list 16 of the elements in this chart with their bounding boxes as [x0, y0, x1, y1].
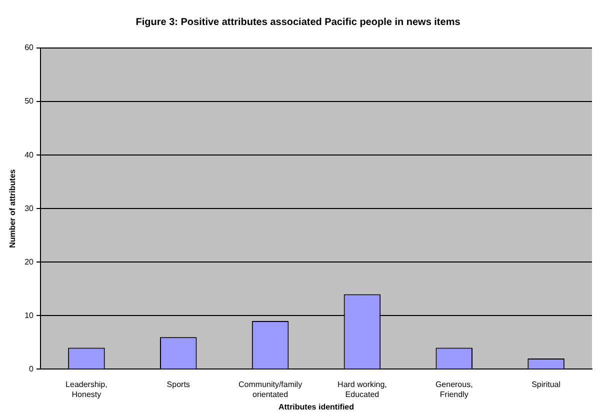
x-tick-label: Community/family orientated	[238, 380, 302, 399]
x-tick-label: Generous, Friendly	[435, 380, 473, 399]
x-tick-label: Hard working, Educated	[338, 380, 387, 399]
y-tick-label: 30	[24, 204, 34, 213]
y-tick-label: 0	[29, 364, 34, 374]
y-axis-title: Number of attributes	[8, 168, 18, 248]
x-tick-label: Spiritual	[532, 380, 561, 390]
y-tick-label: 50	[24, 96, 34, 106]
x-tick-label: Leadership, Honesty	[66, 380, 108, 399]
x-tick-label: Sports	[166, 380, 190, 390]
y-tick-label: 40	[24, 150, 34, 160]
y-tick-label: 60	[24, 43, 34, 52]
x-axis-title: Attributes identified	[278, 402, 354, 412]
y-tick-label: 20	[24, 257, 34, 266]
y-tick-label: 10	[24, 310, 34, 320]
chart-title: Figure 3: Positive attributes associated Pacific people in news items	[136, 16, 461, 28]
